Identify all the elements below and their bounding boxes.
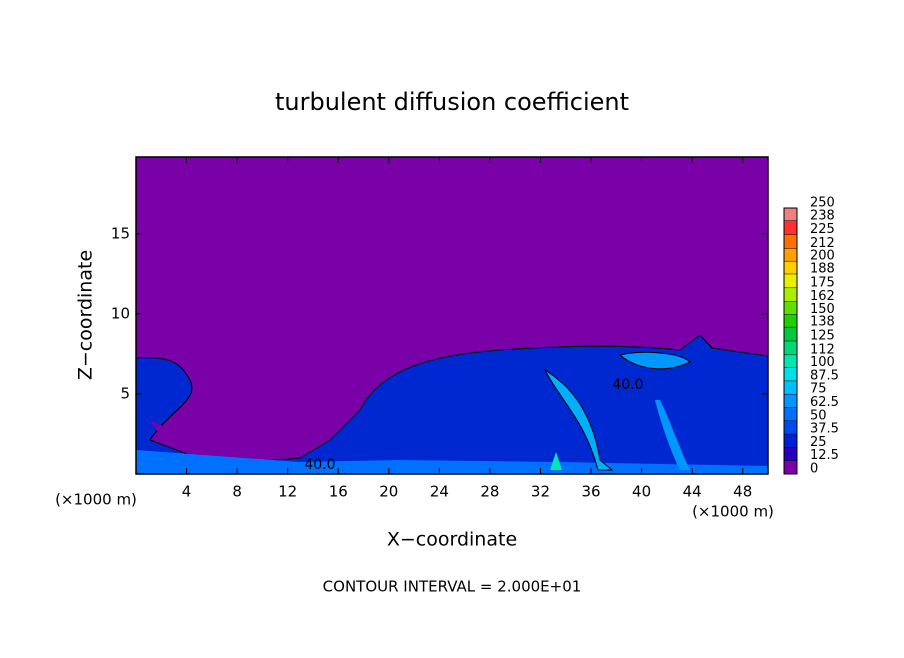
colorbar-segment: [784, 354, 797, 368]
x-unit-right: (×1000 m): [692, 503, 774, 521]
colorbar-segment: [784, 301, 797, 315]
colorbar-label: 212: [810, 236, 835, 251]
colorbar-label: 200: [810, 249, 835, 264]
chart-title: turbulent diffusion coefficient: [275, 88, 629, 116]
colorbar-label: 37.5: [810, 422, 839, 437]
colorbar-segment: [784, 367, 797, 381]
colorbar-segment: [784, 420, 797, 435]
plot-frame: [135, 156, 769, 475]
colorbar-segment: [784, 273, 797, 288]
colorbar-segment: [784, 341, 797, 355]
x-axis-label: X−coordinate: [387, 529, 517, 551]
colorbar-segment: [784, 234, 797, 249]
colorbar-segment: [784, 327, 797, 341]
x-tick-label: 4: [182, 483, 192, 501]
field-region: [543, 368, 614, 471]
colorbar-segment: [784, 447, 797, 461]
colorbar-segment: [784, 287, 797, 302]
colorbar-segment: [784, 380, 797, 395]
field-region: [655, 400, 690, 470]
colorbar-label: 250: [810, 196, 835, 211]
x-tick-label: 24: [430, 483, 449, 501]
colorbar-label: 162: [810, 289, 835, 304]
colorbar-label: 175: [810, 275, 835, 290]
colorbar-segment: [784, 220, 797, 235]
colorbar-segment: [784, 261, 797, 274]
colorbar-label: 87.5: [810, 368, 839, 383]
contour-label: 40.0: [304, 457, 335, 473]
colorbar-label: 225: [810, 222, 835, 237]
y-tick-label: 10: [111, 304, 130, 322]
x-tick-label: 20: [379, 483, 398, 501]
x-tick-label: 32: [531, 483, 550, 501]
x-tick-label: 16: [329, 483, 348, 501]
colorbar-segment: [784, 460, 797, 474]
colorbar-label: 75: [810, 382, 827, 397]
colorbar-segment: [784, 407, 797, 421]
x-tick-label: 8: [232, 483, 242, 501]
colorbar-segment: [784, 248, 797, 262]
x-tick-label: 40: [632, 483, 651, 501]
colorbar-label: 62.5: [810, 395, 839, 410]
x-tick-label: 44: [683, 483, 702, 501]
x-tick-label: 28: [480, 483, 499, 501]
x-tick-label: 12: [278, 483, 297, 501]
field-region: [618, 351, 691, 370]
colorbar-label: 238: [810, 208, 835, 223]
colorbar-label: 138: [810, 315, 835, 330]
field-region: [150, 420, 230, 455]
colorbar-label: 50: [810, 408, 827, 423]
colorbar-label: 100: [810, 355, 835, 370]
colorbar-label: 150: [810, 302, 835, 317]
y-tick-label: 5: [120, 384, 130, 402]
colorbar-label: 25: [810, 435, 827, 450]
x-tick-label: 48: [733, 483, 752, 501]
colorbar-label: 125: [810, 329, 835, 344]
colorbar-label: 12.5: [810, 448, 839, 463]
contour-interval: CONTOUR INTERVAL = 2.000E+01: [323, 578, 582, 596]
colorbar-label: 0: [810, 462, 818, 477]
field-region: [135, 334, 769, 475]
x-tick-label: 36: [581, 483, 600, 501]
colorbar-segment: [784, 434, 797, 448]
colorbar-segment: [784, 314, 797, 328]
colorbar-label: 188: [810, 261, 835, 276]
y-tick-label: 15: [111, 224, 130, 242]
y-axis-label: Z−coordinate: [75, 250, 97, 380]
colorbar-label: 112: [810, 342, 835, 357]
contour-label: 40.0: [612, 377, 643, 393]
field: [135, 157, 769, 475]
colorbar-segment: [784, 394, 797, 408]
colorbar-segment: [784, 208, 797, 221]
field-region: [550, 452, 562, 470]
x-unit-left: (×1000 m): [55, 491, 137, 509]
